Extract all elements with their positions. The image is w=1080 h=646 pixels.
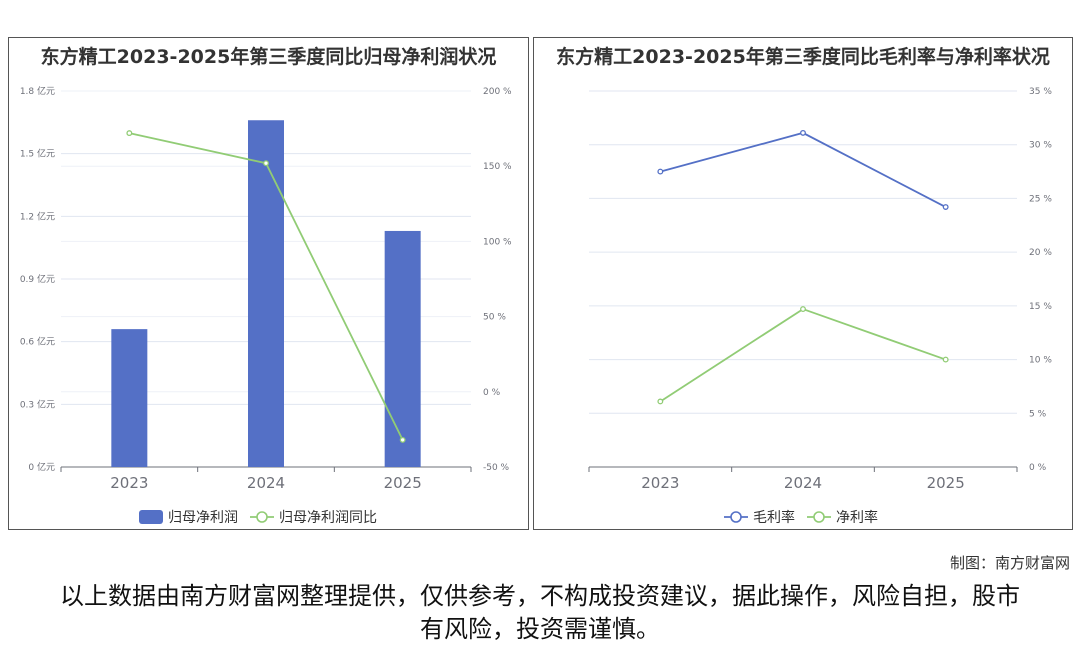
x-tick-label: 2024	[247, 474, 285, 492]
profit-chart-panel: 东方精工2023-2025年第三季度同比归母净利润状况 0 亿元 0.3 亿元 0.…	[8, 37, 529, 530]
legend-bar-swatch	[139, 510, 163, 524]
y-right-tick-label: 50 %	[483, 313, 506, 323]
x-tick-label: 2024	[784, 474, 822, 492]
data-point	[942, 204, 949, 210]
y-right-tick-label: 200 %	[483, 87, 512, 97]
chart-title: 东方精工2023-2025年第三季度同比归母净利润状况	[40, 46, 497, 68]
y-left-tick-label: 0 亿元	[28, 461, 55, 473]
y-left-tick-label: 0.6 亿元	[20, 336, 55, 348]
bar	[384, 230, 421, 467]
y-left-tick-label: 0.3 亿元	[20, 398, 55, 410]
legend-label: 净利率	[836, 509, 878, 526]
margin-chart: 0 % 5 % 10 % 15 % 20 % 25 % 30 % 35 % 2023 2024 20…	[588, 87, 1052, 526]
series-line	[660, 131, 947, 208]
data-point	[126, 130, 133, 137]
legend-line-swatch	[256, 511, 268, 523]
data-point	[800, 129, 806, 136]
legend-label: 归母净利润	[168, 509, 238, 526]
y-left-tick-label: 1.8 亿元	[20, 85, 55, 97]
y-right-tick-label: -50 %	[483, 463, 510, 473]
y-right-tick-label: 0 %	[1029, 463, 1047, 473]
data-point	[399, 436, 406, 443]
y-right-tick-label: 15 %	[1029, 302, 1052, 312]
y-right-tick-label: 35 %	[1029, 87, 1052, 97]
y-left-tick-label: 1.2 亿元	[20, 210, 55, 222]
data-point	[657, 398, 664, 405]
data-point	[263, 160, 269, 167]
y-right-tick-label: 20 %	[1029, 248, 1052, 258]
y-right-tick-label: 25 %	[1029, 194, 1052, 204]
legend-line-swatch	[730, 511, 742, 523]
x-tick-label: 2023	[110, 474, 148, 492]
data-point	[800, 306, 806, 313]
y-left-tick-label: 1.5 亿元	[20, 148, 55, 160]
legend-line-swatch	[813, 511, 825, 523]
chart-credit: 制图：南方财富网	[949, 554, 1070, 572]
data-point	[942, 356, 949, 363]
chart-title: 东方精工2023-2025年第三季度同比毛利率与净利率状况	[556, 46, 1050, 68]
y-right-tick-label: 0 %	[483, 388, 501, 398]
series-line	[659, 308, 946, 403]
y-right-tick-label: 150 %	[483, 162, 512, 172]
bar	[248, 120, 284, 467]
y-right-tick-label: 10 %	[1029, 356, 1052, 366]
disclaimer: 以上数据由南方财富网整理提供，仅供参考，不构成投资建议，据此操作，风险自担，股市…	[60, 582, 1020, 643]
x-tick-label: 2025	[927, 474, 965, 492]
y-left-tick-label: 0.9 亿元	[20, 273, 55, 285]
margin-chart-panel: 东方精工2023-2025年第三季度同比毛利率与净利率状况 0 % 5 % 10 %…	[533, 37, 1073, 530]
legend-label: 毛利率	[753, 509, 795, 526]
profit-chart: 0 亿元 0.3 亿元 0.6 亿元 0.9 亿元 1.2 亿元 1.5 亿元 1.8 亿元…	[20, 85, 512, 526]
y-right-tick-label: 5 %	[1029, 409, 1047, 419]
y-right-tick-label: 30 %	[1029, 141, 1052, 151]
data-point	[657, 168, 664, 175]
x-tick-label: 2023	[641, 474, 679, 492]
legend-label: 归母净利润同比	[279, 509, 377, 526]
x-tick-label: 2025	[384, 474, 422, 492]
bar	[111, 329, 148, 467]
y-right-tick-label: 100 %	[483, 237, 512, 247]
